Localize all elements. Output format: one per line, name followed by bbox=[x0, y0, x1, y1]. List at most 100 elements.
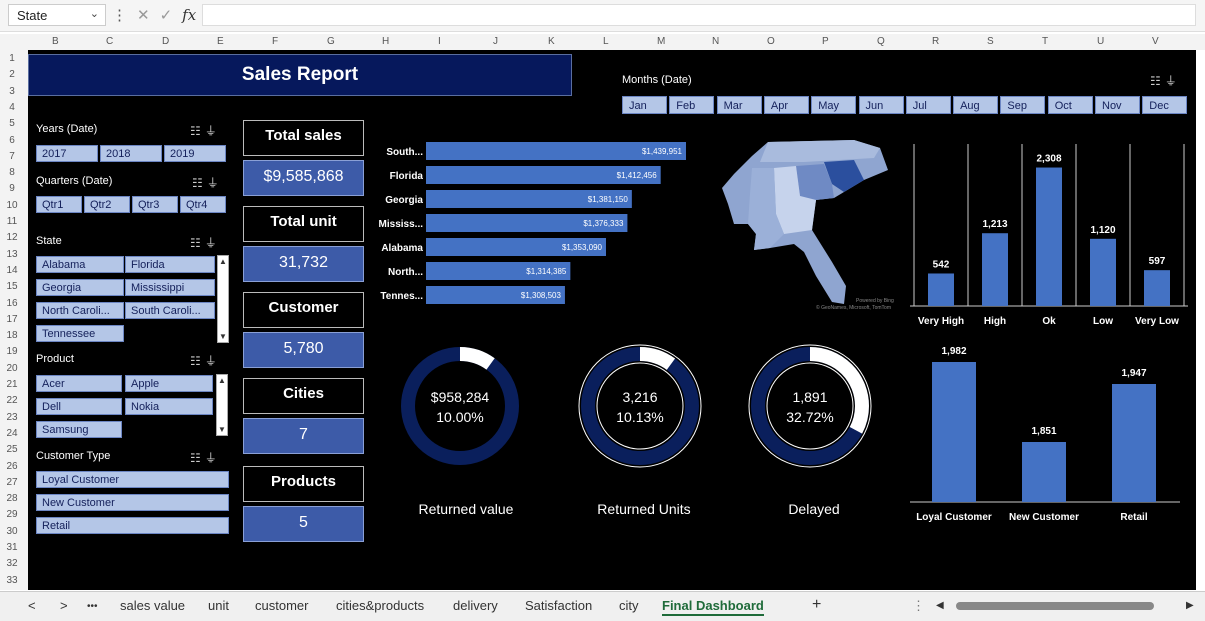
slicer-item-state[interactable]: North Caroli... bbox=[36, 302, 124, 319]
column-header[interactable]: B bbox=[52, 36, 59, 47]
slicer-item-month[interactable]: Jun bbox=[858, 96, 904, 114]
slicer-item-month[interactable]: Feb bbox=[669, 96, 715, 114]
slicer-item-product[interactable]: Dell bbox=[36, 398, 122, 415]
slicer-item-state[interactable]: South Caroli... bbox=[125, 302, 215, 319]
row-header[interactable]: 6 bbox=[9, 134, 15, 146]
horizontal-scrollbar[interactable] bbox=[956, 602, 1154, 610]
sheet-tab[interactable]: Final Dashboard bbox=[662, 598, 764, 616]
row-header[interactable]: 23 bbox=[6, 411, 18, 423]
multi-select-icon[interactable]: ☷⏚ bbox=[192, 176, 223, 190]
column-header[interactable]: N bbox=[712, 36, 720, 47]
add-sheet-button[interactable]: + bbox=[812, 596, 822, 613]
slicer-item-quarter[interactable]: Qtr3 bbox=[132, 196, 178, 213]
slicer-item-quarter[interactable]: Qtr1 bbox=[36, 196, 82, 213]
row-header[interactable]: 25 bbox=[6, 444, 18, 456]
slicer-item-state[interactable]: Alabama bbox=[36, 256, 124, 273]
row-header[interactable]: 13 bbox=[6, 248, 18, 260]
row-header[interactable]: 21 bbox=[6, 379, 18, 390]
column-header[interactable]: R bbox=[932, 36, 940, 47]
sheet-tab[interactable]: sales value bbox=[120, 598, 186, 613]
slicer-item-month[interactable]: Apr bbox=[763, 96, 809, 114]
slicer-item-product[interactable]: Samsung bbox=[36, 421, 122, 438]
name-box[interactable]: State ⌄ bbox=[8, 4, 106, 26]
tab-next-button[interactable]: > bbox=[60, 598, 68, 613]
product-scrollbar[interactable]: ▲ ▼ bbox=[216, 374, 228, 436]
column-header[interactable]: Q bbox=[877, 36, 885, 47]
row-header[interactable]: 5 bbox=[9, 118, 15, 130]
slicer-item-month[interactable]: Jan bbox=[622, 96, 667, 114]
insert-function-icon[interactable]: fx bbox=[182, 6, 197, 24]
column-header[interactable]: F bbox=[272, 36, 279, 47]
column-header[interactable]: G bbox=[327, 36, 335, 47]
formula-input[interactable] bbox=[202, 4, 1196, 26]
slicer-item-quarter[interactable]: Qtr2 bbox=[84, 196, 130, 213]
chevron-down-icon[interactable]: ⌄ bbox=[89, 8, 99, 20]
column-header[interactable]: E bbox=[217, 36, 224, 47]
row-header[interactable]: 4 bbox=[9, 101, 15, 113]
slicer-item-year[interactable]: 2017 bbox=[36, 145, 98, 162]
row-header[interactable]: 29 bbox=[6, 509, 18, 521]
slicer-item-year[interactable]: 2018 bbox=[100, 145, 162, 162]
row-header[interactable]: 17 bbox=[6, 313, 18, 325]
row-header[interactable]: 9 bbox=[9, 183, 15, 195]
row-header[interactable]: 30 bbox=[6, 525, 18, 537]
tab-more-button[interactable]: ••• bbox=[87, 601, 98, 612]
row-header[interactable]: 22 bbox=[6, 395, 18, 407]
column-header[interactable]: K bbox=[548, 36, 555, 47]
row-header[interactable]: 7 bbox=[9, 150, 15, 162]
row-header[interactable]: 11 bbox=[6, 216, 18, 227]
slicer-item-month[interactable]: Oct bbox=[1047, 96, 1093, 114]
column-header[interactable]: L bbox=[603, 36, 609, 47]
multi-select-icon[interactable]: ☷⏚ bbox=[190, 236, 221, 250]
enter-icon[interactable]: ✓ bbox=[159, 7, 173, 24]
slicer-item-state[interactable]: Tennessee bbox=[36, 325, 124, 342]
sheet-tab[interactable]: city bbox=[619, 598, 639, 613]
slicer-item-month[interactable]: Mar bbox=[716, 96, 762, 114]
column-header[interactable]: J bbox=[493, 36, 498, 47]
slicer-item-month[interactable]: May bbox=[811, 96, 857, 114]
row-header[interactable]: 27 bbox=[6, 476, 18, 488]
row-header[interactable]: 18 bbox=[6, 330, 18, 342]
scroll-right-icon[interactable]: ▶ bbox=[1186, 600, 1194, 611]
slicer-item-month[interactable]: Jul bbox=[905, 96, 951, 114]
row-header[interactable]: 31 bbox=[6, 542, 18, 553]
multi-select-icon[interactable]: ☷⏚ bbox=[190, 354, 221, 368]
column-header[interactable]: I bbox=[438, 36, 441, 47]
cancel-icon[interactable]: ✕ bbox=[137, 7, 150, 24]
multi-select-icon[interactable]: ☷⏚ bbox=[1150, 74, 1181, 88]
slicer-item-customer-type[interactable]: Retail bbox=[36, 517, 229, 534]
column-header[interactable]: V bbox=[1152, 36, 1159, 47]
slicer-item-year[interactable]: 2019 bbox=[164, 145, 226, 162]
column-header[interactable]: M bbox=[657, 36, 666, 47]
row-header[interactable]: 8 bbox=[9, 167, 15, 179]
row-header[interactable]: 1 bbox=[9, 53, 15, 64]
row-header[interactable]: 32 bbox=[6, 558, 18, 570]
sheet-tab[interactable]: Satisfaction bbox=[525, 598, 593, 613]
column-header[interactable]: D bbox=[162, 36, 170, 47]
slicer-item-state[interactable]: Mississippi bbox=[125, 279, 215, 296]
slicer-item-product[interactable]: Acer bbox=[36, 375, 122, 392]
slicer-item-quarter[interactable]: Qtr4 bbox=[180, 196, 226, 213]
column-header[interactable]: U bbox=[1097, 36, 1105, 47]
column-header[interactable]: O bbox=[767, 36, 775, 47]
slicer-item-product[interactable]: Apple bbox=[125, 375, 213, 392]
row-header[interactable]: 26 bbox=[6, 460, 18, 472]
row-header[interactable]: 19 bbox=[6, 346, 18, 358]
row-header[interactable]: 28 bbox=[6, 493, 18, 505]
sheet-tab[interactable]: cities&products bbox=[336, 598, 425, 613]
column-header[interactable]: C bbox=[106, 36, 114, 47]
sheet-tab[interactable]: delivery bbox=[453, 598, 498, 613]
multi-select-icon[interactable]: ☷⏚ bbox=[190, 124, 221, 138]
sheet-tab[interactable]: customer bbox=[255, 598, 309, 613]
slicer-item-month[interactable]: Nov bbox=[1095, 96, 1140, 114]
multi-select-icon[interactable]: ☷⏚ bbox=[190, 451, 221, 465]
row-header[interactable]: 3 bbox=[9, 85, 15, 97]
slicer-item-month[interactable]: Dec bbox=[1142, 96, 1188, 114]
row-header[interactable]: 16 bbox=[6, 297, 18, 309]
slicer-item-state[interactable]: Georgia bbox=[36, 279, 124, 296]
more-options-icon[interactable]: ⋮ bbox=[912, 598, 925, 613]
state-scrollbar[interactable]: ▲ ▼ bbox=[217, 255, 229, 343]
row-header[interactable]: 10 bbox=[6, 199, 18, 211]
slicer-item-customer-type[interactable]: New Customer bbox=[36, 494, 229, 511]
column-header[interactable]: T bbox=[1042, 36, 1049, 47]
